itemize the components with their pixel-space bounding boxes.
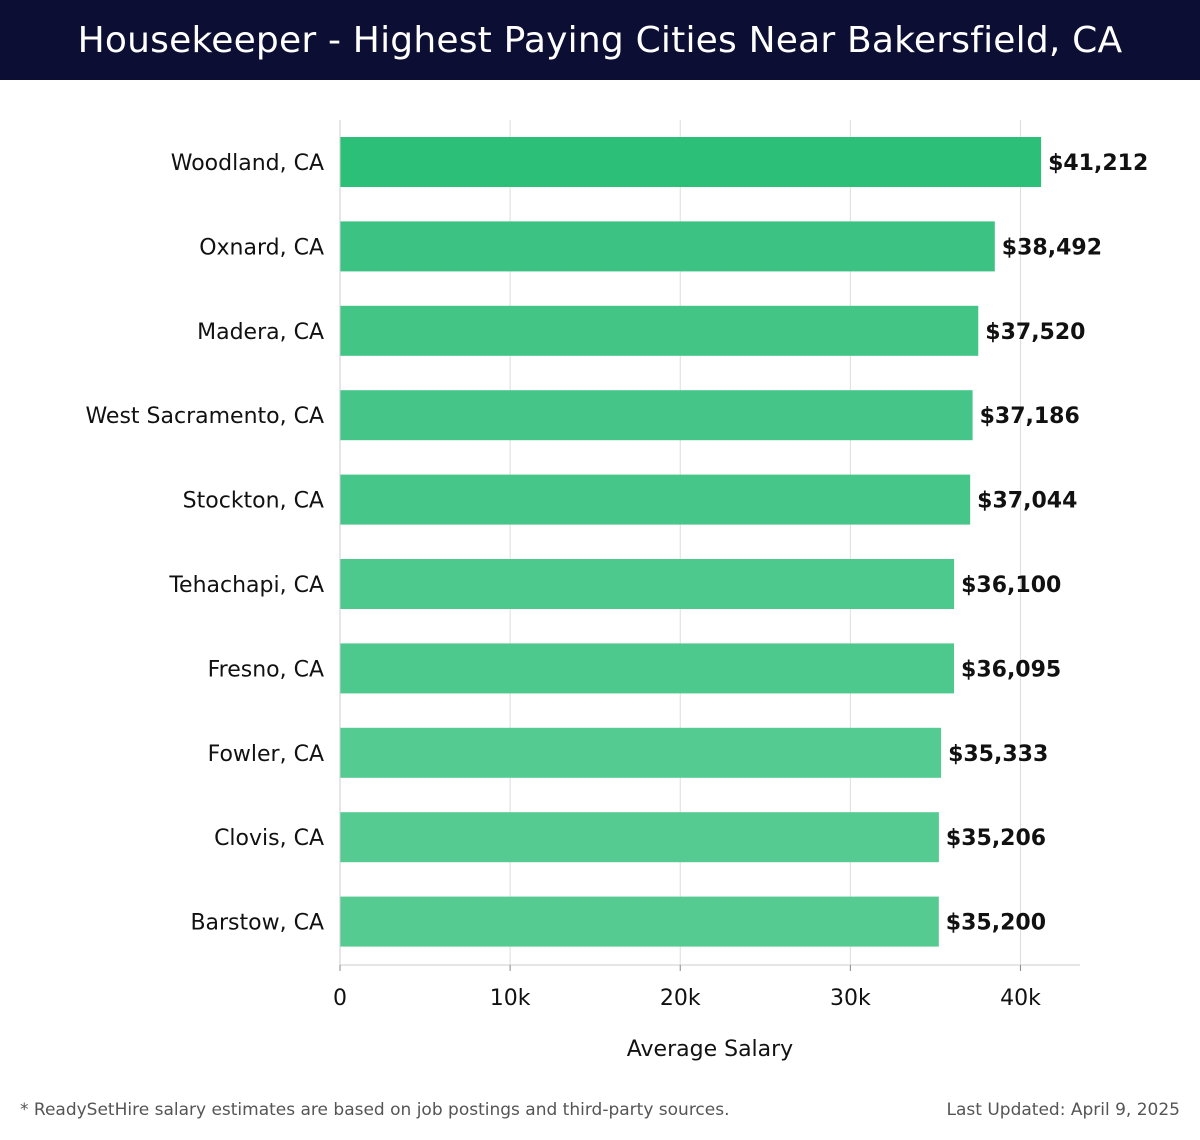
category-label: Tehachapi, CA	[168, 573, 324, 598]
x-tick-label: 10k	[490, 986, 531, 1011]
x-tick-label: 40k	[1000, 986, 1041, 1011]
bar	[340, 390, 973, 441]
value-label: $37,044	[977, 489, 1077, 514]
value-label: $35,333	[948, 742, 1048, 767]
category-label: West Sacramento, CA	[85, 404, 324, 429]
value-label: $38,492	[1002, 235, 1102, 260]
bar	[340, 643, 955, 694]
value-label: $36,095	[961, 657, 1061, 682]
value-label: $35,206	[946, 826, 1046, 851]
bar	[340, 474, 971, 525]
x-tick-label: 30k	[830, 986, 871, 1011]
x-axis-title: Average Salary	[627, 1037, 793, 1062]
last-updated: Last Updated: April 9, 2025	[946, 1100, 1180, 1120]
category-label: Fowler, CA	[208, 742, 324, 767]
bar	[340, 896, 939, 947]
value-label: $37,520	[985, 320, 1085, 345]
category-label: Woodland, CA	[171, 151, 324, 176]
category-label: Oxnard, CA	[199, 235, 324, 260]
bar	[340, 559, 955, 609]
chart-title: Housekeeper - Highest Paying Cities Near…	[77, 19, 1123, 61]
value-label: $41,212	[1048, 151, 1148, 176]
x-tick-label: 20k	[660, 986, 701, 1011]
value-label: $37,186	[980, 404, 1080, 429]
bar	[340, 221, 995, 272]
category-label: Clovis, CA	[214, 826, 324, 851]
bar	[340, 305, 979, 356]
value-label: $36,100	[961, 573, 1061, 598]
bar	[340, 812, 939, 863]
category-label: Madera, CA	[197, 320, 324, 345]
category-label: Stockton, CA	[183, 489, 324, 514]
bar-chart: Woodland, CA $41,212 Oxnard, CA $38,492 Made…	[85, 120, 1148, 1062]
footer-note: * ReadySetHire salary estimates are base…	[20, 1100, 730, 1120]
category-label: Barstow, CA	[190, 911, 324, 936]
bar	[340, 727, 942, 778]
value-label: $35,200	[946, 911, 1046, 936]
category-label: Fresno, CA	[208, 657, 324, 682]
chart-header: Housekeeper - Highest Paying Cities Near…	[0, 0, 1200, 80]
x-tick-label: 0	[333, 986, 347, 1011]
bar	[340, 137, 1042, 187]
